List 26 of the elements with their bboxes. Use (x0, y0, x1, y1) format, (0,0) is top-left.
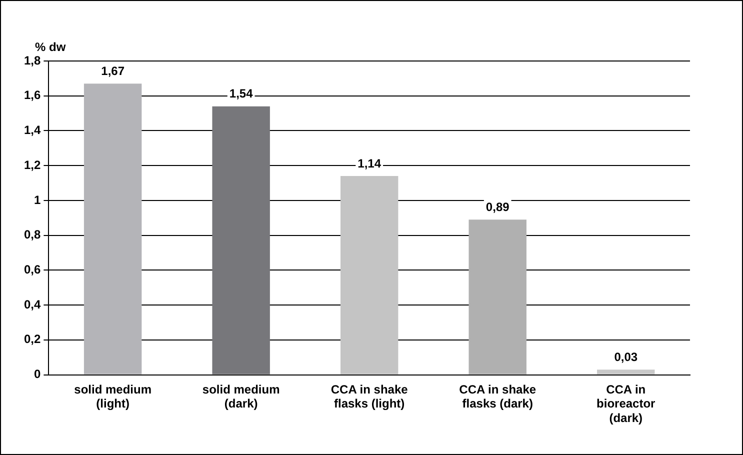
y-tick-label: 1,4 (24, 123, 41, 138)
x-tick-label: CCA in shake flasks (dark) (459, 382, 536, 411)
bar (340, 176, 398, 374)
y-tick-label: 1,2 (24, 158, 41, 172)
x-tick-label: solid medium (dark) (202, 382, 280, 411)
y-tick-label: 0 (34, 367, 41, 382)
y-tick-label: 0,8 (24, 228, 41, 242)
data-label: 1,54 (229, 86, 254, 101)
data-label: 0,89 (486, 200, 510, 214)
bar (597, 370, 655, 374)
x-tick-label: CCA in bioreactor (dark) (596, 382, 656, 426)
y-tick-label: 0,2 (24, 332, 41, 346)
bar (468, 220, 526, 374)
y-tick-label: 1,8 (24, 53, 41, 68)
bar (212, 106, 270, 374)
y-axis-title: % dw (35, 40, 66, 54)
bar (84, 84, 142, 374)
data-label: 0,03 (614, 350, 638, 364)
x-tick-label: CCA in shake flasks (light) (330, 382, 408, 411)
x-tick-label: solid medium (light) (74, 382, 152, 411)
data-label: 1,67 (101, 64, 125, 78)
y-tick-label: 1 (34, 192, 41, 207)
y-tick-label: 1,6 (24, 88, 41, 102)
y-tick-label: 0,4 (24, 297, 41, 312)
y-tick-label: 0,6 (24, 262, 41, 277)
data-label: 1,14 (358, 156, 382, 170)
